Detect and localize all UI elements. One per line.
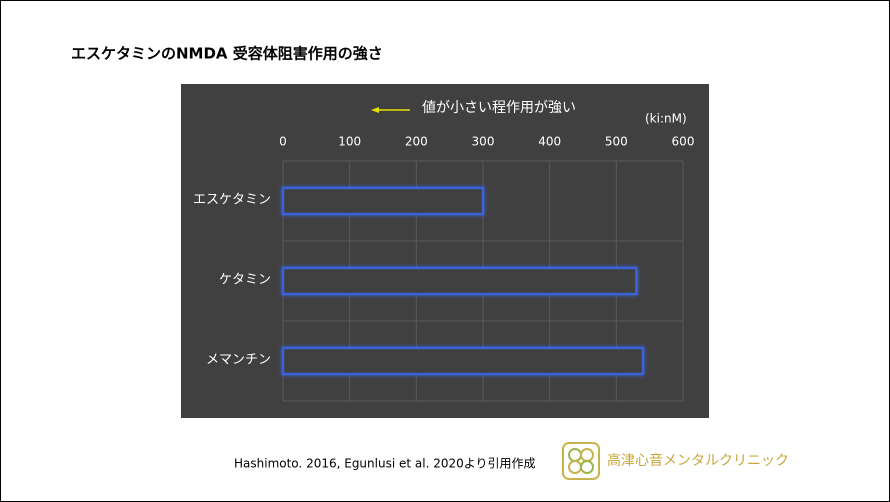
x-tick-label: 600 xyxy=(672,135,695,149)
x-tick-label: 200 xyxy=(405,135,428,149)
logo-icon xyxy=(562,442,600,480)
y-tick-label: メマンチン xyxy=(206,353,271,368)
bar xyxy=(281,266,638,296)
y-tick-label: エスケタミン xyxy=(193,193,271,208)
annotation: 値が小さい程作用が強い xyxy=(422,100,576,116)
annotation-arrow xyxy=(371,107,410,113)
x-tick-label: 0 xyxy=(279,135,287,149)
unit-label: (ki:nM) xyxy=(645,112,687,126)
logo-text: 高津心音メンタルクリニック xyxy=(607,452,789,469)
x-tick-label: 300 xyxy=(472,135,495,149)
chart-title: エスケタミンのNMDA 受容体阻害作用の強さ xyxy=(71,45,383,63)
bar xyxy=(281,346,645,376)
bar xyxy=(281,186,485,216)
x-tick-label: 500 xyxy=(605,135,628,149)
y-tick-label: ケタミン xyxy=(219,273,271,288)
source: Hashimoto. 2016, Egunlusi et al. 2020より引… xyxy=(234,457,536,471)
x-tick-label: 100 xyxy=(338,135,361,149)
x-tick-label: 400 xyxy=(538,135,561,149)
